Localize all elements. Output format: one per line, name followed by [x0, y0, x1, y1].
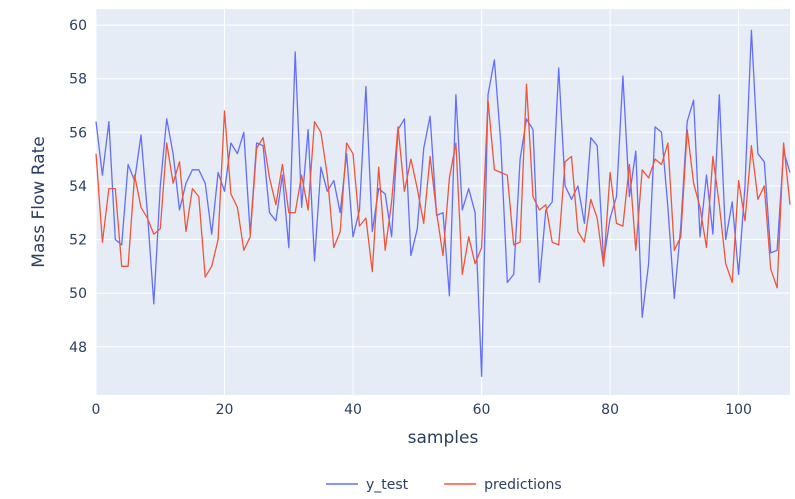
- x-tick-label: 40: [344, 402, 362, 418]
- legend-label-predictions: predictions: [484, 477, 562, 493]
- legend: y_test predictions: [326, 477, 562, 493]
- series-lines: [95, 29, 791, 377]
- series-line-predictions: [95, 83, 791, 289]
- x-axis-ticks: 0 20 40 60 80 100: [92, 402, 752, 418]
- y-tick-label: 52: [69, 233, 87, 249]
- x-tick-label: 20: [216, 402, 234, 418]
- y-axis-title: Mass Flow Rate: [29, 136, 49, 267]
- x-tick-label: 100: [725, 402, 752, 418]
- x-tick-label: 80: [601, 402, 619, 418]
- y-tick-label: 48: [69, 340, 87, 356]
- legend-label-y_test: y_test: [366, 477, 409, 493]
- gridlines: [95, 9, 790, 395]
- series-line-y_test: [95, 29, 791, 377]
- x-tick-label: 60: [473, 402, 491, 418]
- y-tick-label: 58: [69, 72, 87, 88]
- y-tick-label: 56: [69, 125, 87, 141]
- plot-area: [96, 9, 790, 395]
- y-tick-label: 60: [69, 18, 87, 34]
- y-tick-label: 54: [69, 179, 87, 195]
- x-axis-title: samples: [408, 428, 479, 448]
- y-axis-ticks: 48 50 52 54 56 58 60: [69, 18, 87, 356]
- x-tick-label: 0: [92, 402, 101, 418]
- y-tick-label: 50: [69, 286, 87, 302]
